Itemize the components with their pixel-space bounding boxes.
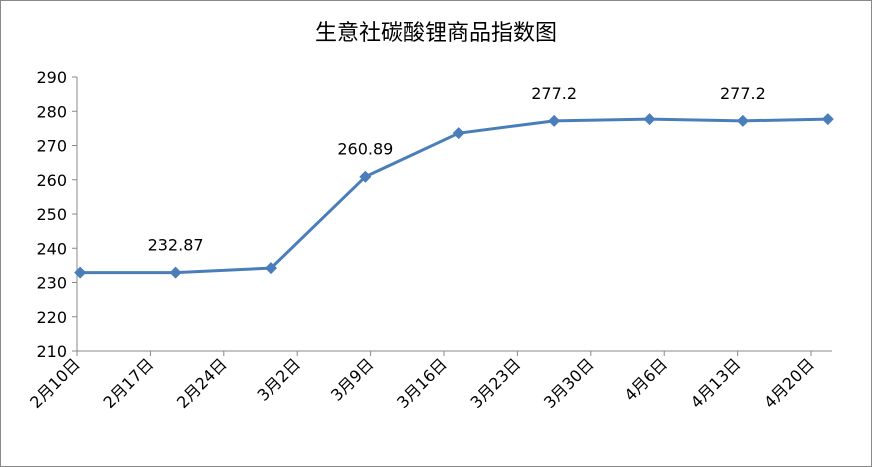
marker [548, 114, 561, 127]
marker [169, 266, 182, 279]
y-tick-label: 270 [36, 137, 67, 156]
y-tick-label: 230 [36, 274, 67, 293]
y-tick-label: 250 [36, 205, 67, 224]
marker [736, 114, 749, 127]
y-tick-label: 240 [36, 239, 67, 258]
marker [821, 113, 834, 126]
y-tick-label: 210 [36, 342, 67, 361]
chart-title: 生意社碳酸锂商品指数图 [315, 21, 557, 46]
y-tick-label: 280 [36, 102, 67, 121]
data-label: 260.89 [337, 140, 393, 159]
data-label: 277.2 [531, 84, 577, 103]
marker [452, 127, 465, 140]
marker [359, 170, 372, 183]
marker [264, 262, 277, 275]
y-tick-label: 220 [36, 308, 67, 327]
marker [643, 113, 656, 126]
marker [74, 266, 87, 279]
y-tick-label: 290 [36, 68, 67, 87]
y-tick-label: 260 [36, 171, 67, 190]
data-label: 232.87 [148, 236, 204, 255]
data-label: 277.2 [720, 84, 766, 103]
